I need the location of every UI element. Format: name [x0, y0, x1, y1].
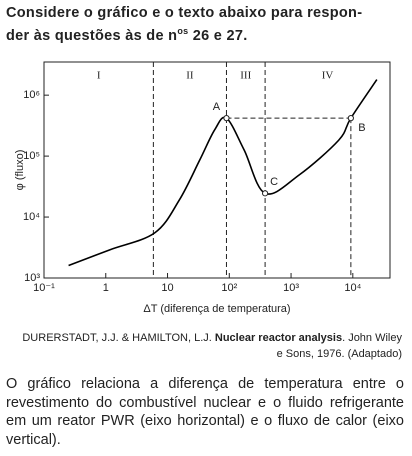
y-tick-label: 10³ [24, 272, 40, 284]
chart: φ (fluxo) ΔT (diferença de temperatura) … [14, 61, 391, 315]
y-tick-label: 10⁶ [23, 89, 40, 101]
header-line: der às questões às de nos 26 e 27. [6, 22, 362, 45]
credit-authors: DURERSTADT, J.J. & HAMILTON, L.J. [22, 332, 215, 344]
point-marker [223, 115, 230, 122]
header-sup: os [177, 26, 189, 36]
x-tick-label: 10 [161, 282, 173, 294]
region-label: III [240, 70, 251, 82]
y-axis-label: φ (fluxo) [14, 150, 26, 191]
region-label: IV [322, 70, 334, 82]
x-tick-label: 10² [221, 282, 237, 294]
y-tick-label: 10⁵ [23, 150, 40, 162]
point-marker [347, 115, 354, 122]
x-tick-label: 1 [103, 282, 109, 294]
header-text: 26 e 27. [188, 28, 248, 44]
paragraph: O gráfico relaciona a diferença de tempe… [6, 376, 404, 448]
header-text: der às questões às de n [6, 28, 178, 44]
credit-rest: . John Wiley e Sons, 1976. (Adaptado) [276, 332, 402, 360]
x-tick-label: 10⁻¹ [33, 282, 55, 294]
point-label: C [270, 176, 278, 188]
x-axis-label: ΔT (diferença de temperatura) [143, 303, 290, 315]
point-label: A [213, 101, 221, 113]
plot-frame [43, 61, 391, 279]
x-tick-label: 10⁴ [344, 282, 361, 294]
x-tick-label: 10³ [283, 282, 299, 294]
header: Considere o gráfico e o texto abaixo par… [6, 4, 362, 45]
credit-title: Nuclear reactor analysis [214, 332, 343, 344]
region-label: I [97, 70, 101, 82]
region-label: II [186, 70, 194, 82]
point-label: B [358, 122, 365, 134]
y-tick-label: 10⁴ [23, 211, 40, 223]
credit: DURERSTADT, J.J. & HAMILTON, L.J. Nuclea… [22, 330, 402, 362]
point-marker [261, 190, 269, 197]
header-line: Considere o gráfico e o texto abaixo par… [6, 5, 363, 21]
flux-curve [68, 79, 378, 267]
